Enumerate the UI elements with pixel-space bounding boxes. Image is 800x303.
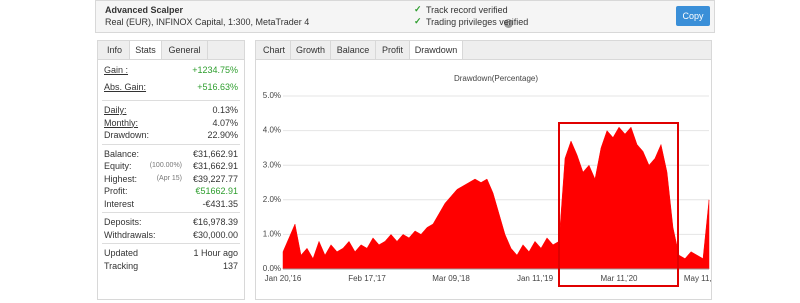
y-tick-label: 3.0% (263, 160, 281, 169)
info-icon[interactable]: ? (504, 19, 513, 28)
y-tick-label: 1.0% (263, 230, 281, 239)
chart-title: Drawdown(Percentage) (454, 74, 538, 83)
tab-bar: Chart Growth Balance Profit Drawdown (256, 41, 711, 60)
stat-label: Drawdown: (104, 130, 150, 140)
copy-button[interactable]: Copy (676, 6, 710, 26)
stat-label: Withdrawals: (104, 229, 156, 240)
separator (102, 143, 240, 145)
verification: Trading privileges verified (426, 17, 529, 27)
x-tick-label: Jan 11,'19 (517, 274, 554, 283)
y-tick-label: 4.0% (263, 126, 281, 135)
x-tick-label: Feb 17,'17 (348, 274, 386, 283)
stat-value: 22.90% (207, 130, 238, 140)
tab[interactable]: Info (100, 41, 130, 59)
check-icon: ✓ (414, 4, 422, 14)
stat-value: 4.07% (212, 117, 238, 128)
separator (102, 212, 240, 213)
drawdown-area (282, 126, 710, 270)
x-tick-label: Mar 11,'20 (601, 274, 639, 283)
stat-value: +516.63% (197, 82, 238, 92)
separator (102, 243, 240, 244)
stat-label: Abs. Gain: (104, 82, 147, 92)
tab[interactable]: Drawdown (410, 41, 463, 59)
y-tick-label: 0.0% (263, 264, 281, 273)
stat-label: Tracking (104, 260, 139, 271)
stat-value: 137 (222, 260, 238, 271)
stat-value: +1234.75% (192, 65, 238, 75)
stat-label: Daily: (104, 105, 127, 115)
y-tick-label: 5.0% (263, 91, 281, 100)
stat-note: (100.00%) (149, 162, 182, 169)
stat-value: €16,978.39 (192, 217, 238, 227)
tab[interactable]: Balance (331, 41, 376, 59)
check-icon: ✓ (414, 16, 422, 26)
stat-label: Highest: (104, 173, 138, 184)
stats-panel: Info Stats General Gain : +1234.75% Abs. Gain… (97, 40, 245, 300)
stat-value: 0.13% (212, 105, 238, 115)
verification: Track record verified (426, 5, 508, 15)
y-tick-label: 2.0% (263, 195, 281, 204)
stat-label: Profit: (104, 186, 128, 196)
stat-value: 1 Hour ago (193, 248, 238, 258)
separator (102, 100, 240, 101)
x-tick-label: May 11,'21 (684, 274, 711, 283)
stat-value: -€431.35 (202, 198, 238, 209)
title: Advanced Scalper (105, 5, 184, 15)
stat-value: €31,662.91 (192, 161, 238, 171)
stat-value: €39,227.77 (192, 173, 238, 184)
subtitle: Real (EUR), INFINOX Capital, 1:300, Meta… (105, 17, 310, 27)
stat-label: Balance: (104, 148, 140, 159)
header: Advanced Scalper Real (EUR), INFINOX Cap… (95, 0, 715, 33)
x-tick-label: Mar 09,'18 (432, 274, 470, 283)
tab[interactable]: Chart (258, 41, 291, 59)
stat-label: Gain : (104, 65, 129, 75)
stat-label: Updated (104, 248, 139, 258)
stat-label: Interest (104, 198, 135, 209)
highlight-box (558, 122, 679, 287)
tab[interactable]: General (162, 41, 208, 59)
tab[interactable]: Stats (130, 41, 162, 59)
x-tick-label: Jan 20,'16 (265, 274, 302, 283)
tab[interactable]: Growth (291, 41, 331, 59)
chart: Drawdown(Percentage) 0.0% 1.0% 2.0% 3.0% 4.0%… (263, 74, 711, 287)
stat-label: Deposits: (104, 217, 142, 227)
stat-value: €30,000.00 (192, 229, 238, 240)
stat-label: Equity: (104, 161, 132, 171)
tab[interactable]: Profit (376, 41, 410, 59)
stat-label: Monthly: (104, 117, 139, 128)
chart-panel: ⋯ ChartGrowthBalanceProfitDrawdownDrawdo… (255, 40, 712, 300)
tab-bar: Info Stats General (98, 41, 244, 60)
stat-note: (Apr 15) (156, 174, 182, 182)
stat-value: €51662.91 (195, 186, 238, 196)
stat-value: €31,662.91 (192, 148, 238, 159)
